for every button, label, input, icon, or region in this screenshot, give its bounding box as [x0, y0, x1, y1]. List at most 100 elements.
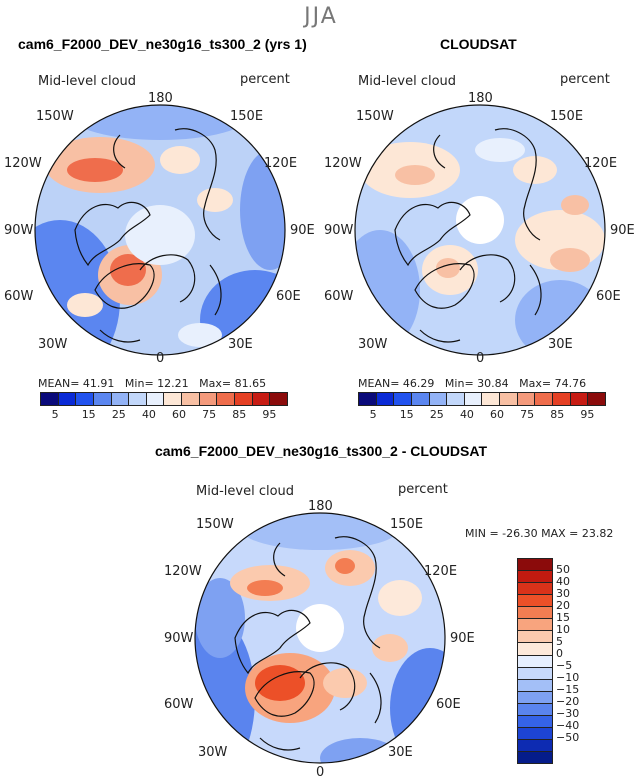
colorbar-tick-label: 5: [369, 408, 377, 421]
colorbar-swatch: [553, 393, 571, 405]
colorbar-swatch: [518, 691, 552, 704]
svg-text:30W: 30W: [358, 337, 388, 352]
svg-text:120E: 120E: [264, 156, 297, 171]
panel3-title: cam6_F2000_DEV_ne30g16_ts300_2 - CLOUDSA…: [154, 443, 488, 459]
panel2-stats: MEAN= 46.29 Min= 30.84 Max= 74.76: [358, 377, 586, 390]
panel2-min-value: 30.84: [477, 377, 509, 390]
colorbar-swatch: [58, 393, 77, 405]
colorbar-swatch: [199, 393, 218, 405]
colorbar-swatch: [518, 727, 552, 740]
panel3-cloud-field: [195, 513, 445, 763]
svg-text:0: 0: [476, 351, 484, 365]
panel2-max-value: 74.76: [554, 377, 587, 390]
colorbar-swatch: [359, 393, 377, 405]
colorbar-swatch: [182, 393, 200, 405]
colorbar-tick-label: −20: [556, 695, 580, 708]
svg-text:180: 180: [148, 91, 173, 106]
colorbar-tick-label: 75: [520, 408, 535, 421]
panel2-coastlines: [394, 128, 542, 343]
colorbar-tick-label: 25: [429, 408, 444, 421]
svg-text:30E: 30E: [388, 745, 413, 760]
svg-text:120W: 120W: [324, 156, 362, 171]
colorbar-tick-label: 15: [399, 408, 414, 421]
svg-text:30E: 30E: [228, 337, 253, 352]
svg-text:150E: 150E: [550, 109, 583, 124]
colorbar-swatch: [518, 607, 552, 620]
colorbar-swatch: [518, 583, 552, 596]
svg-text:150W: 150W: [196, 517, 234, 532]
colorbar-tick-label: 75: [202, 408, 217, 421]
svg-text:60E: 60E: [596, 289, 621, 304]
colorbar-swatch: [570, 393, 589, 405]
panel2-polar-map: 180 150W 150E 120W 120E 90W 90E 60W 60E …: [324, 91, 635, 365]
svg-text:60E: 60E: [436, 697, 461, 712]
colorbar-swatch: [518, 752, 552, 764]
colorbar-swatch: [111, 393, 130, 405]
svg-text:120W: 120W: [4, 156, 42, 171]
colorbar-swatch: [500, 393, 518, 405]
svg-text:0: 0: [316, 765, 324, 780]
panel2-colorbar: [358, 392, 606, 406]
panel1-lon-labels: 180 150W 150E 120W 120E 90W 90E 60W 60E …: [4, 91, 315, 365]
svg-text:150W: 150W: [356, 109, 394, 124]
panel3-units-label: percent: [398, 482, 448, 497]
colorbar-swatch: [93, 393, 112, 405]
colorbar-swatch: [252, 393, 271, 405]
svg-text:120E: 120E: [584, 156, 617, 171]
colorbar-swatch: [464, 393, 483, 405]
svg-text:30W: 30W: [38, 337, 68, 352]
colorbar-tick-label: 60: [490, 408, 505, 421]
panel3-stats-line: MIN = -26.30 MAX = 23.82: [465, 527, 614, 540]
svg-text:30W: 30W: [198, 745, 228, 760]
colorbar-tick-label: 10: [556, 623, 570, 636]
colorbar-tick-label: 30: [556, 587, 570, 600]
colorbar-swatch: [447, 393, 465, 405]
colorbar-swatch: [588, 393, 605, 405]
svg-text:60W: 60W: [164, 697, 194, 712]
svg-text:120E: 120E: [424, 564, 457, 579]
colorbar-swatch: [518, 559, 552, 572]
panel1-mean-label: MEAN=: [38, 377, 80, 390]
panel2-mean-label: MEAN=: [358, 377, 400, 390]
colorbar-tick-label: 0: [556, 647, 563, 660]
svg-text:90W: 90W: [4, 223, 34, 238]
colorbar-swatch: [482, 393, 501, 405]
panel2-cloud-field: [355, 105, 605, 355]
svg-text:60W: 60W: [324, 289, 354, 304]
colorbar-swatch: [394, 393, 412, 405]
colorbar-tick-label: 40: [141, 408, 156, 421]
colorbar-tick-label: 20: [556, 599, 570, 612]
colorbar-swatch: [376, 393, 395, 405]
panel3-polar-map: 180 150W 150E 120W 120E 90W 90E 60W 60E …: [164, 499, 475, 780]
colorbar-swatch: [411, 393, 430, 405]
colorbar-swatch: [518, 655, 552, 668]
colorbar-tick-label: 40: [459, 408, 474, 421]
colorbar-tick-label: −50: [556, 731, 580, 744]
svg-text:90W: 90W: [164, 631, 194, 646]
colorbar-tick-label: 15: [81, 408, 96, 421]
panel3-colorbar: [517, 558, 553, 764]
colorbar-tick-label: 25: [111, 408, 126, 421]
panel1-polar-map: 180 150W 150E 120W 120E 90W 90E 60W 60E …: [4, 91, 315, 365]
colorbar-tick-label: 85: [232, 408, 247, 421]
colorbar-swatch: [164, 393, 183, 405]
svg-text:90E: 90E: [450, 631, 475, 646]
colorbar-swatch: [518, 619, 552, 632]
svg-text:90W: 90W: [324, 223, 354, 238]
colorbar-swatch: [429, 393, 448, 405]
colorbar-swatch: [535, 393, 554, 405]
panel2-variable-label: Mid-level cloud: [358, 74, 457, 89]
colorbar-tick-label: 95: [580, 408, 595, 421]
colorbar-swatch: [518, 631, 552, 644]
colorbar-tick-label: 60: [172, 408, 187, 421]
colorbar-swatch: [517, 393, 536, 405]
svg-text:150E: 150E: [230, 109, 263, 124]
season-title: JJA: [304, 4, 338, 29]
panel2-min-label: Min=: [444, 377, 474, 390]
panel3-variable-label: Mid-level cloud: [196, 484, 295, 499]
panel1-coastlines: [74, 128, 222, 343]
colorbar-tick-label: −10: [556, 671, 580, 684]
svg-text:90E: 90E: [290, 223, 315, 238]
svg-text:150E: 150E: [390, 517, 423, 532]
colorbar-swatch: [270, 393, 287, 405]
